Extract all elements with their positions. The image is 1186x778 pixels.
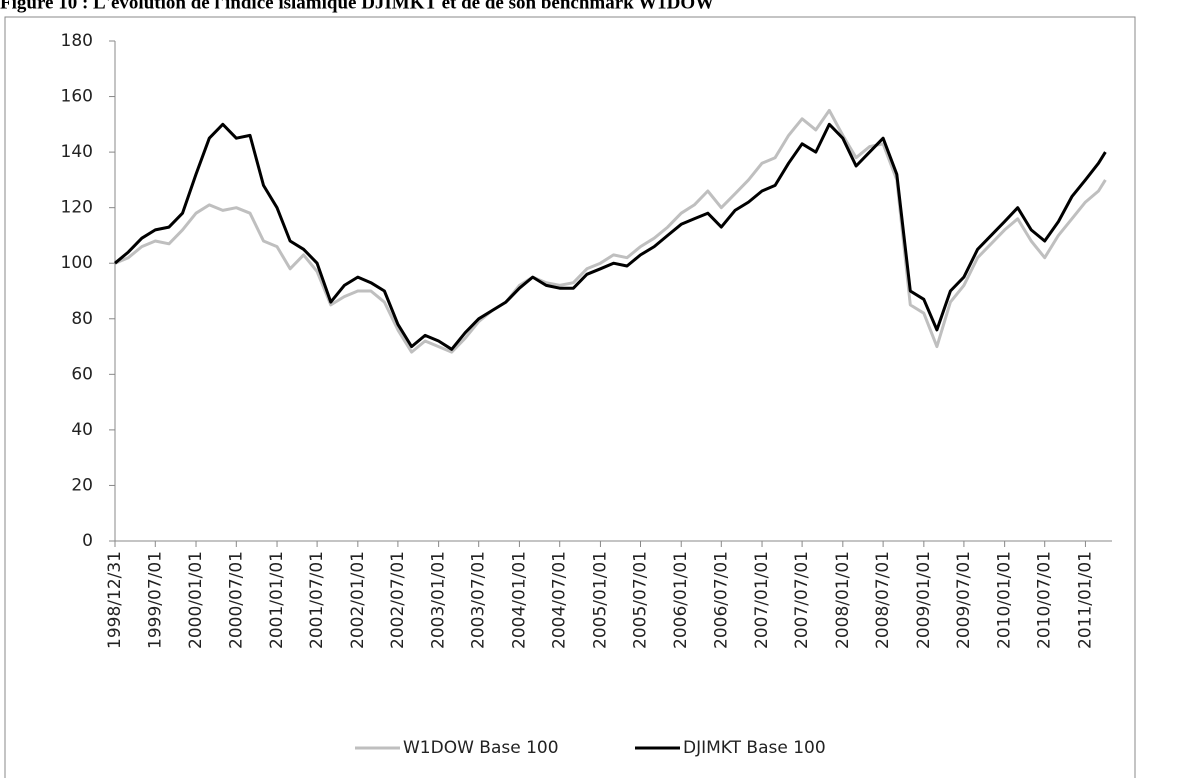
chart-title: Figure 10 : L'évolution de l'indice isla…: [0, 0, 714, 13]
y-tick-label: 40: [71, 420, 93, 440]
y-tick-label: 20: [71, 475, 93, 495]
x-tick-label: 2011/01/01: [1075, 551, 1095, 649]
x-tick-label: 2004/01/01: [509, 551, 529, 649]
y-tick-label: 0: [82, 531, 93, 551]
x-tick-label: 1998/12/31: [105, 551, 125, 649]
y-tick-label: 80: [71, 309, 93, 329]
chart-frame: [4, 16, 1136, 778]
y-tick-label: 100: [61, 253, 93, 273]
x-tick-label: 2002/07/01: [388, 551, 408, 649]
y-tick-label: 160: [61, 87, 93, 107]
x-tick-label: 2003/07/01: [469, 551, 489, 649]
x-tick-label: 2010/07/01: [1035, 551, 1055, 649]
x-tick-label: 2001/07/01: [307, 551, 327, 649]
x-tick-label: 2007/01/01: [752, 551, 772, 649]
x-tick-label: 2009/07/01: [954, 551, 974, 649]
series-line: [114, 108, 1107, 354]
x-tick-label: 2004/07/01: [550, 551, 570, 649]
x-tick-label: 2007/07/01: [792, 551, 812, 649]
y-tick-label: 120: [61, 198, 93, 218]
x-tick-label: 2008/07/01: [873, 551, 893, 649]
x-tick-label: 2008/01/01: [833, 551, 853, 649]
x-tick-label: 2005/07/01: [631, 551, 651, 649]
x-tick-label: 2010/01/01: [995, 551, 1015, 649]
y-tick-label: 140: [61, 142, 93, 162]
series-line: [114, 122, 1107, 351]
x-tick-label: 2009/01/01: [914, 551, 934, 649]
x-tick-label: 2003/01/01: [429, 551, 449, 649]
x-tick-label: 1999/07/01: [145, 551, 165, 649]
x-tick-label: 2005/01/01: [590, 551, 610, 649]
x-tick-label: 2001/01/01: [267, 551, 287, 649]
x-tick-label: 2006/07/01: [711, 551, 731, 649]
x-tick-label: 2006/01/01: [671, 551, 691, 649]
x-tick-label: 2000/01/01: [186, 551, 206, 649]
y-tick-label: 180: [61, 31, 93, 51]
y-tick-label: 60: [71, 364, 93, 384]
x-tick-label: 2000/07/01: [226, 551, 246, 649]
x-tick-label: 2002/01/01: [348, 551, 368, 649]
legend-label: W1DOW Base 100: [403, 738, 559, 758]
legend-label: DJIMKT Base 100: [683, 738, 826, 758]
